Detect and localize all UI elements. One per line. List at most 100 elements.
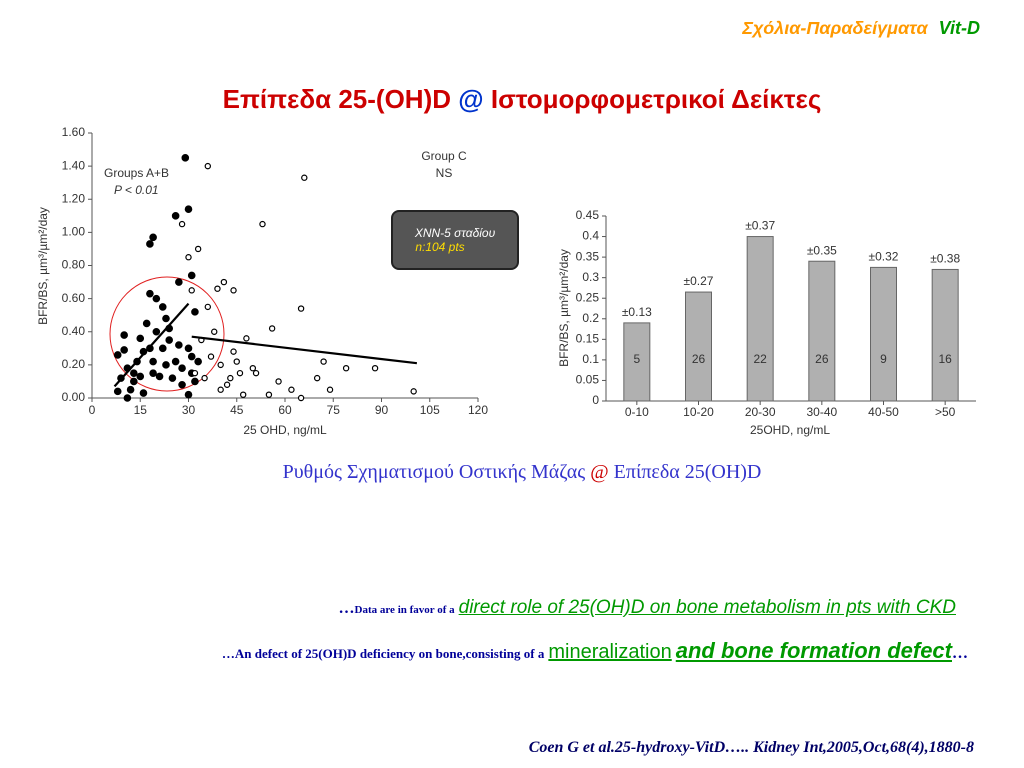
point	[149, 369, 157, 377]
x-tick-label: 30	[182, 403, 196, 417]
point	[201, 374, 208, 382]
point	[342, 364, 350, 372]
error-label: ±0.32	[869, 250, 899, 264]
y-tick-label: 1.20	[62, 191, 86, 205]
point	[268, 325, 276, 332]
point	[227, 374, 234, 382]
y-axis-label: BFR/BS, µm³/µm²/day	[36, 207, 50, 325]
point	[175, 341, 183, 349]
title-at: @	[458, 84, 484, 114]
error-label: ±0.27	[684, 274, 714, 288]
y-tick-label: 1.40	[62, 158, 86, 172]
x-tick-label: 60	[278, 403, 292, 417]
point	[188, 287, 195, 294]
y-axis-label: BFR/BS, µm³/µm²/day	[557, 249, 571, 367]
point	[371, 364, 379, 372]
point	[155, 372, 164, 381]
point	[236, 369, 244, 377]
point	[410, 388, 417, 395]
point	[259, 220, 266, 228]
point	[184, 390, 193, 399]
y-tick-label: 0.00	[62, 390, 86, 404]
header-tag: Vit-D	[938, 18, 980, 38]
header-topic: Σχόλια-Παραδείγματα	[742, 18, 928, 38]
trend-line	[191, 335, 418, 365]
point	[288, 386, 295, 393]
count-label: 5	[633, 352, 640, 366]
point	[178, 220, 186, 228]
point	[239, 391, 247, 398]
point	[220, 278, 228, 286]
point	[175, 278, 183, 286]
badge: XNN-5 σταδίου n:104 pts	[391, 210, 519, 270]
point	[194, 245, 202, 253]
point	[146, 289, 154, 298]
x-tick-label: >50	[935, 405, 956, 419]
caption: Ρυθμός Σχηματισμού Οστικής Μάζας @ Επίπε…	[0, 461, 1024, 484]
point	[204, 162, 211, 170]
y-tick-label: 0.4	[582, 229, 599, 243]
count-label: 26	[815, 352, 829, 366]
point	[136, 334, 145, 343]
point	[162, 361, 170, 369]
point	[297, 305, 305, 312]
caption-part: Επίπεδα 25(OH)D	[613, 461, 762, 483]
point	[158, 344, 167, 353]
note-lead: …	[338, 600, 355, 617]
badge-line: XNN-5 σταδίου	[414, 226, 496, 240]
bar	[808, 260, 836, 402]
bar	[931, 268, 959, 402]
point	[171, 357, 180, 366]
x-tick-label: 90	[375, 403, 389, 417]
point	[146, 240, 154, 248]
y-tick-label: 0.20	[62, 357, 86, 371]
point	[149, 233, 157, 242]
point	[191, 377, 199, 386]
point	[297, 394, 305, 402]
point	[120, 346, 128, 354]
y-tick-label: 1.00	[62, 225, 86, 239]
title-part: Επίπεδα 25-(OH)D	[222, 84, 452, 114]
note-tail: …	[952, 645, 968, 662]
series-note: NS	[436, 166, 453, 180]
point	[187, 352, 196, 361]
x-tick-label: 10-20	[683, 405, 714, 419]
caption-part: Ρυθμός Σχηματισμού Οστικής Μάζας	[282, 461, 586, 483]
y-tick-label: 0.80	[62, 258, 86, 272]
note-lead: …An defect of 25(OH)D deficiency on bone…	[221, 646, 545, 661]
point	[191, 369, 199, 377]
error-label: ±0.35	[807, 243, 837, 257]
error-label: ±0.38	[930, 252, 960, 266]
point	[243, 335, 250, 342]
point	[211, 328, 218, 335]
error-label: ±0.37	[745, 219, 775, 233]
point	[223, 381, 231, 388]
point	[113, 351, 122, 359]
point	[204, 303, 211, 311]
highlight-circle	[109, 276, 225, 392]
y-tick-label: 0.3	[582, 270, 599, 284]
y-tick-label: 0.1	[582, 352, 599, 366]
point	[178, 380, 186, 389]
point	[139, 389, 148, 397]
point	[181, 154, 190, 162]
point	[184, 205, 193, 213]
x-tick-label: 0-10	[625, 405, 649, 419]
point	[194, 357, 202, 366]
point	[230, 348, 237, 355]
bar	[746, 236, 774, 402]
y-tick-label: 0.35	[576, 249, 600, 263]
point	[301, 174, 308, 181]
point	[275, 378, 282, 385]
point	[187, 271, 196, 280]
y-tick-label: 0.05	[576, 373, 600, 387]
point	[168, 374, 177, 382]
point	[313, 374, 321, 382]
point	[152, 327, 161, 336]
point	[165, 336, 174, 344]
x-tick-label: 75	[327, 403, 341, 417]
point	[149, 357, 157, 366]
note: …Data are in favor of a direct role of 2…	[339, 597, 956, 619]
